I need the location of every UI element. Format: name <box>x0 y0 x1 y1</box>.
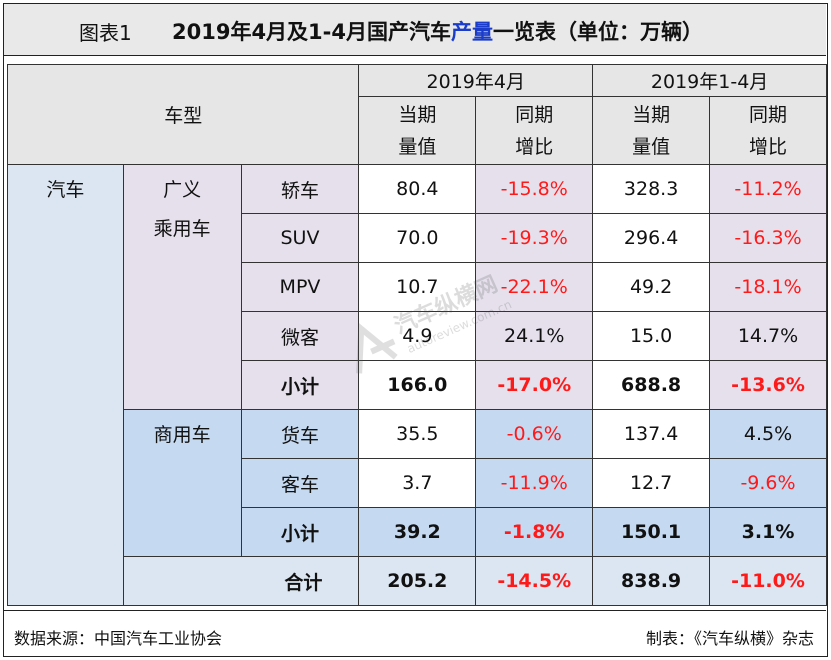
apr-yoy: -17.0% <box>475 360 594 410</box>
ytd-yoy: -13.6% <box>709 360 827 410</box>
subtotal-label: 小计 <box>240 360 360 410</box>
passenger-label-line1: 广义 <box>163 179 202 201</box>
title-suffix: 一览表（单位：万辆） <box>493 20 703 44</box>
ytd-yoy: 3.1% <box>709 507 827 557</box>
apr-value: 39.2 <box>358 507 477 557</box>
page-title: 2019年4月及1-4月国产汽车产量一览表（单位：万辆） <box>172 16 703 46</box>
apr-current-line1: 当期 <box>398 103 437 126</box>
passenger-label-line2: 乘用车 <box>153 218 211 240</box>
title-prefix: 2019年4月及1-4月国产汽车 <box>172 20 451 44</box>
table-row: 商用车 货车 35.5 -0.6% 137.4 4.5% <box>8 409 827 557</box>
apr-yoy: -22.1% <box>475 262 594 312</box>
row-name: 客车 <box>240 458 360 508</box>
production-table: 车型 2019年4月 2019年1-4月 当期量值 同期增比 当期量值 同期增比… <box>6 64 827 606</box>
row-name: 轿车 <box>240 164 360 214</box>
passenger-group-label: 广义 乘用车 <box>122 164 242 410</box>
ytd-yoy: -11.0% <box>709 556 827 606</box>
apr-value: 166.0 <box>358 360 477 410</box>
table-row: SUV 70.0 -19.3% 296.4 -16.3% <box>8 213 827 263</box>
table-row: 微客 4.9 24.1% 15.0 14.7% <box>8 311 827 361</box>
row-name: SUV <box>240 213 360 263</box>
title-highlight: 产量 <box>451 20 493 44</box>
table-credit: 制表：《汽车纵横》杂志 <box>645 629 814 648</box>
ytd-value: 150.1 <box>592 507 711 557</box>
header-row-metric: 当期量值 同期增比 当期量值 同期增比 <box>8 96 827 165</box>
ytd-yoy: 14.7% <box>709 311 827 361</box>
footer: 数据来源：中国汽车工业协会 制表：《汽车纵横》杂志 <box>4 610 826 656</box>
subtotal-label: 小计 <box>240 507 360 557</box>
ytd-yoy-header: 同期 增比 <box>709 96 827 165</box>
apr-yoy-line1: 同期 <box>515 103 554 126</box>
header-row-period: 车型 2019年4月 2019年1-4月 <box>6 64 827 165</box>
ytd-yoy-line1: 同期 <box>749 103 788 126</box>
row-name: MPV <box>240 262 360 312</box>
title-bar: 图表1 2019年4月及1-4月国产汽车产量一览表（单位：万辆） <box>4 4 826 56</box>
commercial-subtotal-row: 小计 39.2 -1.8% 150.1 3.1% <box>8 507 827 557</box>
table-row: MPV 10.7 -22.1% 49.2 -18.1% <box>8 262 827 312</box>
row-name: 微客 <box>240 311 360 361</box>
data-source: 数据来源：中国汽车工业协会 <box>14 629 223 648</box>
ytd-value: 296.4 <box>592 213 711 263</box>
apr-value: 35.5 <box>358 409 477 459</box>
apr-yoy: -15.8% <box>475 164 594 214</box>
apr-yoy: -0.6% <box>475 409 594 459</box>
apr-value: 10.7 <box>358 262 477 312</box>
report-frame: 图表1 2019年4月及1-4月国产汽车产量一览表（单位：万辆） 车型 2019… <box>3 3 828 657</box>
apr-yoy: -11.9% <box>475 458 594 508</box>
ytd-value: 328.3 <box>592 164 711 214</box>
apr-value: 80.4 <box>358 164 477 214</box>
total-label: 合计 <box>122 556 360 606</box>
ytd-value: 49.2 <box>592 262 711 312</box>
table-row: 汽车 广义乘用车 轿车 80.4 -15.8% 328.3 -11.2% <box>7 164 827 606</box>
ytd-value: 12.7 <box>592 458 711 508</box>
ytd-value: 688.8 <box>592 360 711 410</box>
apr-yoy: -14.5% <box>475 556 594 606</box>
ytd-yoy-line2: 增比 <box>749 135 788 158</box>
apr-yoy: 24.1% <box>475 311 594 361</box>
ytd-yoy: -16.3% <box>709 213 827 263</box>
ytd-yoy: 4.5% <box>709 409 827 459</box>
ytd-value: 838.9 <box>592 556 711 606</box>
apr-yoy-line2: 增比 <box>515 135 554 158</box>
ytd-value: 137.4 <box>592 409 711 459</box>
apr-yoy: -19.3% <box>475 213 594 263</box>
period-ytd-header: 2019年1-4月 <box>592 64 827 97</box>
commercial-group-label: 商用车 <box>122 409 242 557</box>
period-apr-header: 2019年4月 <box>358 64 594 97</box>
apr-value: 3.7 <box>358 458 477 508</box>
ytd-yoy: -18.1% <box>709 262 827 312</box>
figure-label: 图表1 <box>79 21 132 45</box>
ytd-current-line1: 当期 <box>632 103 671 126</box>
grand-total-row: 合计 205.2 -14.5% 838.9 -11.0% <box>8 556 827 606</box>
auto-label: 汽车 <box>7 164 124 606</box>
ytd-current-line2: 量值 <box>632 135 671 158</box>
ytd-value: 15.0 <box>592 311 711 361</box>
apr-value: 4.9 <box>358 311 477 361</box>
apr-value: 205.2 <box>358 556 477 606</box>
apr-current-line2: 量值 <box>398 135 437 158</box>
row-name: 货车 <box>240 409 360 459</box>
ytd-current-header: 当期 量值 <box>592 96 711 165</box>
vehicle-type-header: 车型 <box>6 64 360 165</box>
apr-yoy-header: 同期 增比 <box>475 96 594 165</box>
ytd-yoy: -9.6% <box>709 458 827 508</box>
apr-value: 70.0 <box>358 213 477 263</box>
ytd-yoy: -11.2% <box>709 164 827 214</box>
table-row: 客车 3.7 -11.9% 12.7 -9.6% <box>8 458 827 508</box>
apr-current-header: 当期 量值 <box>358 96 477 165</box>
passenger-subtotal-row: 小计 166.0 -17.0% 688.8 -13.6% <box>8 360 827 410</box>
apr-yoy: -1.8% <box>475 507 594 557</box>
